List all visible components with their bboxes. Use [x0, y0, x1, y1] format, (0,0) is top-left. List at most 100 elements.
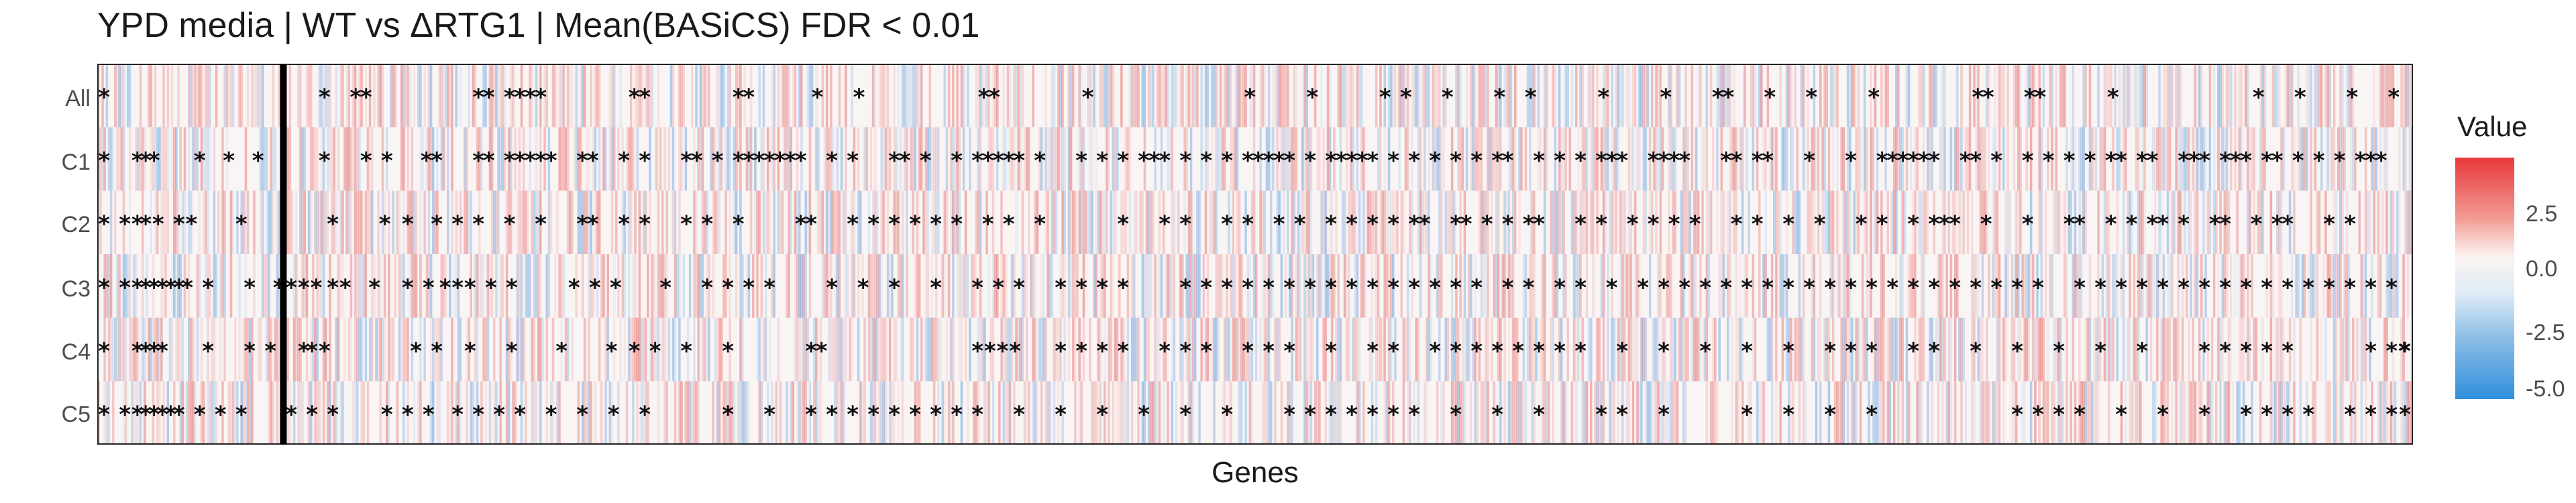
heatmap-cell: [975, 64, 978, 127]
heatmap-cell: [1259, 190, 1262, 254]
heatmap-cells: [97, 64, 2413, 445]
heatmap-cell: [2147, 254, 2151, 318]
heatmap-cell: [2332, 190, 2336, 254]
heatmap-cell: [2160, 190, 2163, 254]
heatmap-cell: [2034, 64, 2037, 127]
heatmap-cell: [1892, 127, 1896, 191]
heatmap-cell: [2351, 381, 2355, 445]
significance-star: *: [1668, 211, 1680, 238]
heatmap-cell: [2278, 64, 2281, 127]
heatmap-cell: [632, 381, 635, 445]
heatmap-cell: [1552, 190, 1555, 254]
heatmap-cell: [2278, 254, 2281, 318]
heatmap-cell: [2031, 317, 2035, 382]
heatmap-cell: [1438, 190, 1441, 254]
heatmap-cell: [1217, 317, 1220, 382]
heatmap-cell: [1421, 64, 1424, 127]
heatmap-cell: [2059, 64, 2062, 127]
heatmap-cell: [1752, 317, 1755, 382]
heatmap-cell: [318, 190, 321, 254]
heatmap-cell: [636, 317, 639, 382]
heatmap-cell: [2070, 127, 2073, 191]
heatmap-cell: [1798, 317, 1801, 382]
heatmap-cell: [1688, 190, 1692, 254]
heatmap-cell: [2238, 381, 2241, 445]
significance-star: *: [1731, 211, 1743, 238]
heatmap-cell: [1958, 317, 1961, 382]
heatmap-cell: [276, 254, 279, 318]
heatmap-cell: [1250, 317, 1254, 382]
row-label-c5: C5: [61, 402, 91, 427]
heatmap-cell: [1067, 64, 1071, 127]
heatmap-cell: [937, 190, 940, 254]
heatmap-cell: [1181, 254, 1184, 318]
heatmap-cell: [2354, 381, 2357, 445]
heatmap-cell: [1657, 64, 1660, 127]
significance-star: *: [1460, 211, 1472, 238]
heatmap-cell: [1465, 64, 1468, 127]
heatmap-cell: [1280, 254, 1283, 318]
heatmap-cell: [935, 317, 938, 382]
heatmap-cell: [1211, 127, 1214, 191]
heatmap-cell: [335, 64, 338, 127]
significance-star: *: [2302, 402, 2314, 429]
heatmap-cell: [1428, 317, 1430, 382]
heatmap-cell: [2160, 381, 2163, 445]
heatmap-cell: [470, 381, 472, 445]
heatmap-cell: [438, 381, 441, 445]
heatmap-cell: [217, 190, 220, 254]
heatmap-cell: [1301, 127, 1304, 191]
significance-star: *: [1075, 148, 1087, 174]
heatmap-cell: [1406, 254, 1409, 318]
significance-star: *: [2198, 274, 2210, 301]
heatmap-cell: [924, 127, 927, 191]
significance-star: *: [379, 211, 391, 238]
heatmap-cell: [129, 64, 131, 127]
heatmap-cell: [1328, 254, 1332, 318]
heatmap-cell: [790, 190, 792, 254]
heatmap-cell: [1379, 64, 1382, 127]
heatmap-cell: [527, 190, 529, 254]
heatmap-cell: [466, 127, 468, 191]
significance-star: *: [1712, 84, 1724, 111]
significance-star: *: [1907, 148, 1919, 174]
heatmap-cell: [2036, 254, 2039, 318]
heatmap-cell: [1792, 127, 1794, 191]
heatmap-cell: [2053, 317, 2055, 382]
heatmap-cell: [2221, 254, 2224, 318]
heatmap-cell: [2276, 64, 2279, 127]
heatmap-cell: [1642, 190, 1645, 254]
heatmap-cell: [2280, 190, 2283, 254]
heatmap-cell: [634, 317, 637, 382]
heatmap-cell: [804, 254, 807, 318]
heatmap-cell: [1152, 64, 1155, 127]
heatmap-cell: [2080, 254, 2083, 318]
heatmap-cell: [135, 317, 138, 382]
heatmap-cell: [166, 381, 170, 445]
significance-star: *: [402, 402, 414, 429]
heatmap-cell: [1263, 381, 1267, 445]
significance-star: *: [306, 402, 318, 429]
heatmap-cell: [1650, 317, 1654, 382]
heatmap-cell: [2377, 381, 2380, 445]
heatmap-cell: [602, 127, 605, 191]
heatmap-cell: [1947, 381, 1950, 445]
heatmap-cell: [154, 190, 157, 254]
heatmap-cell: [2162, 64, 2165, 127]
heatmap-cell: [1596, 127, 1599, 191]
heatmap-cell: [2261, 127, 2264, 191]
significance-star: *: [555, 338, 568, 365]
heatmap-cell: [2332, 64, 2336, 127]
heatmap-cell: [1933, 190, 1936, 254]
significance-star: *: [2230, 148, 2242, 174]
heatmap-cell: [884, 317, 888, 382]
heatmap-cell: [185, 381, 189, 445]
heatmap-cell: [1343, 190, 1346, 254]
heatmap-cell: [571, 64, 574, 127]
heatmap-cell: [912, 190, 915, 254]
heatmap-cell: [187, 254, 191, 318]
heatmap-cell: [952, 190, 955, 254]
heatmap-cell: [1813, 317, 1816, 382]
significance-star: *: [2365, 274, 2377, 301]
heatmap-cell: [1228, 190, 1230, 254]
